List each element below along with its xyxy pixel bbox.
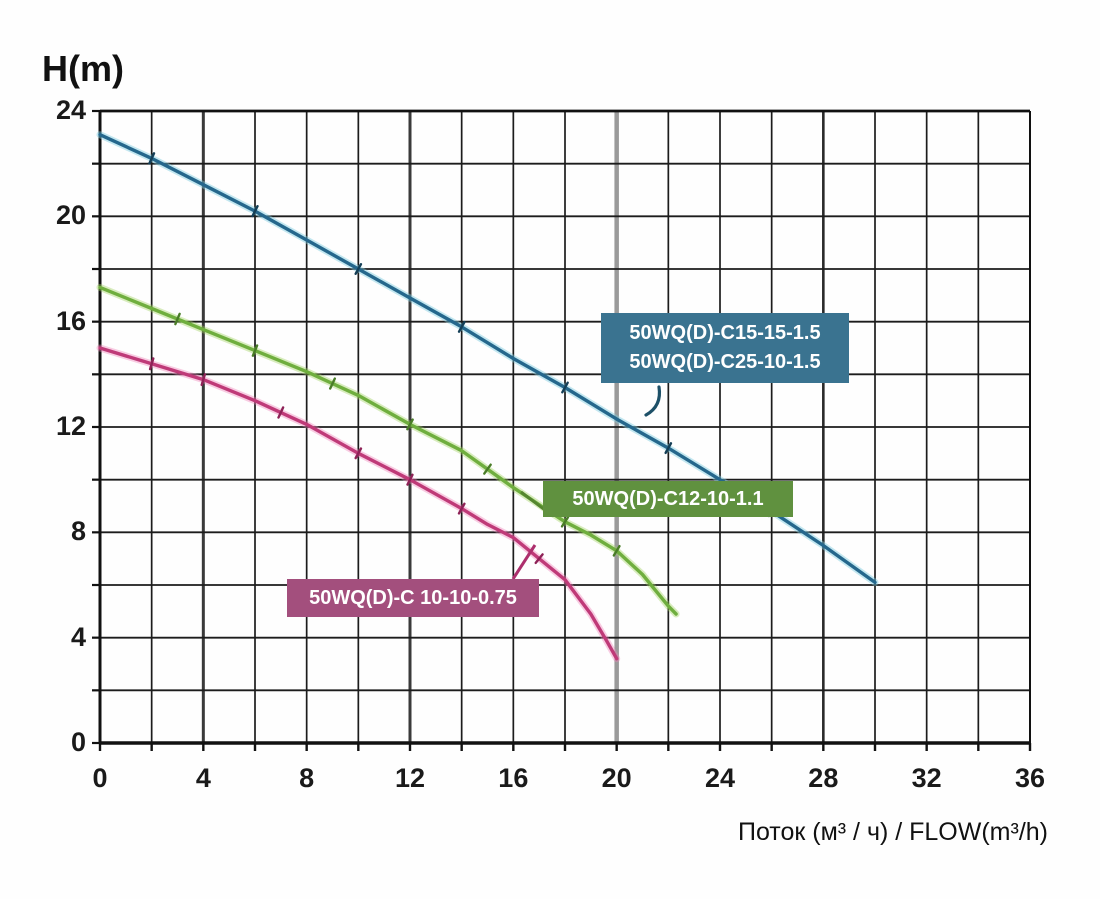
callout-blue-line2: 50WQ(D)-C25-10-1.5 (629, 351, 821, 373)
curve-point-tick (406, 473, 414, 486)
y-tick-label: 0 (70, 727, 86, 757)
callout-pink-label: 50WQ(D)-C 10-10-0.75 (309, 586, 517, 609)
curve-point-tick (251, 204, 259, 218)
curve-point-tick (483, 463, 492, 475)
curve-point-tick (406, 418, 414, 431)
curve-point-tick (354, 263, 363, 275)
curve-point-tick (174, 312, 181, 326)
x-axis-title: Поток (м³ / ч) / FLOW(m³/h) (737, 818, 1048, 846)
curve-point-tick (561, 381, 569, 394)
x-tick-label: 8 (299, 763, 315, 793)
leader-pink (511, 544, 537, 580)
x-tick-label: 32 (911, 763, 942, 793)
curve-halo-1 (96, 283, 680, 618)
curve-point-tick (664, 442, 673, 455)
curve-point-tick (534, 553, 544, 565)
y-tick-label: 12 (55, 411, 86, 441)
x-tick-label: 36 (1014, 763, 1046, 793)
curve-point-tick (148, 152, 156, 165)
curve-point-tick (200, 373, 207, 387)
callout-green-label: 50WQ(D)-C12-10-1.1 (572, 487, 764, 510)
curve-point-tick (560, 516, 570, 528)
x-tick-label: 16 (498, 763, 529, 793)
callout-green-series: 50WQ(D)-C12-10-1.1 (543, 481, 793, 517)
curve-1 (98, 285, 678, 616)
x-tick-label: 4 (195, 763, 211, 793)
curve-point-tick (251, 344, 259, 357)
curve-point-tick (612, 544, 621, 557)
y-axis-title: H(m) (42, 48, 124, 89)
x-tick-label: 20 (601, 763, 632, 793)
leader-blue (644, 385, 662, 417)
y-tick-label: 8 (70, 516, 86, 547)
curve-point-tick (148, 357, 155, 371)
curve-point-tick (354, 447, 363, 460)
callout-pink-series: 50WQ(D)-C 10-10-0.75 (287, 579, 539, 617)
x-tick-label: 24 (704, 763, 736, 793)
y-tick-label: 16 (55, 305, 86, 336)
callout-blue-series: 50WQ(D)-C15-15-1.5 50WQ(D)-C25-10-1.5 (601, 313, 849, 383)
curve-point-tick (457, 502, 466, 515)
x-tick-label: 12 (394, 763, 426, 793)
y-tick-label: 20 (55, 200, 86, 231)
x-tick-label: 28 (808, 763, 839, 793)
callout-blue-line1: 50WQ(D)-C15-15-1.5 (629, 322, 821, 344)
y-tick-label: 24 (55, 95, 86, 125)
y-tick-label: 4 (70, 621, 86, 652)
curve-point-tick (329, 377, 336, 390)
curve-point-tick (457, 320, 466, 333)
curve-point-tick (277, 406, 285, 419)
x-tick-label: 0 (92, 763, 108, 793)
